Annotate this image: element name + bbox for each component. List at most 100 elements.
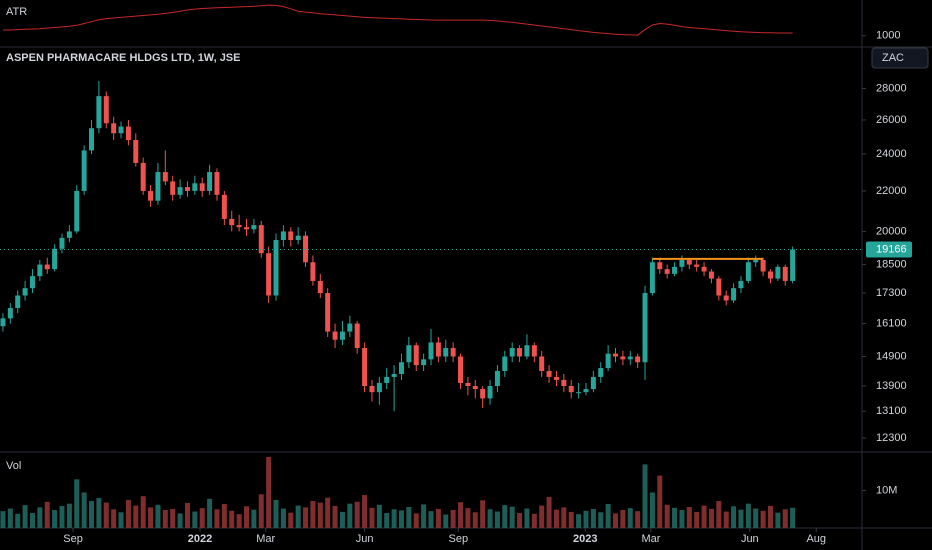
- candle-body: [686, 259, 692, 265]
- candle-body: [221, 194, 227, 219]
- volume-bar: [738, 509, 744, 528]
- candle-body: [162, 172, 168, 182]
- volume-bar: [753, 508, 759, 528]
- candle-body: [531, 345, 537, 357]
- volume-bar: [81, 492, 87, 528]
- x-tick-label: Jun: [356, 533, 374, 545]
- candle-body: [642, 293, 648, 363]
- volume-bar: [177, 513, 183, 528]
- volume-bar: [435, 508, 441, 528]
- y-tick-label: 18500: [876, 258, 907, 270]
- volume-bar: [539, 505, 545, 528]
- volume-bar: [243, 506, 249, 528]
- candle-body: [184, 187, 190, 191]
- candle-body: [384, 376, 390, 383]
- candle-body: [52, 248, 58, 270]
- volume-bar: [679, 510, 685, 528]
- candle-body: [635, 356, 641, 363]
- volume-bar: [465, 508, 471, 528]
- y-tick-label: 24000: [876, 148, 907, 160]
- candle-body: [487, 386, 493, 399]
- vol-label: Vol: [6, 460, 21, 472]
- candle-body: [450, 348, 456, 357]
- y-tick-label: 26000: [876, 114, 907, 126]
- volume-bar: [443, 514, 449, 528]
- volume-bar: [627, 508, 633, 528]
- volume-bar: [590, 508, 596, 528]
- y-tick-label: 14900: [876, 350, 907, 362]
- candle-body: [494, 370, 500, 387]
- volume-bar: [767, 505, 773, 528]
- y-tick-label: 16100: [876, 317, 907, 329]
- candle-body: [517, 348, 523, 357]
- volume-bar: [280, 508, 286, 528]
- candle-body: [0, 318, 6, 327]
- candle-body: [280, 231, 286, 241]
- volume-bar: [251, 509, 257, 528]
- candle-body: [598, 368, 604, 377]
- candle-body: [376, 382, 382, 393]
- candle-body: [170, 181, 176, 195]
- volume-bar: [7, 508, 13, 528]
- volume-bar: [339, 511, 345, 528]
- x-tick-label: Aug: [806, 533, 826, 545]
- volume-bar: [642, 464, 648, 528]
- volume-bar: [66, 503, 72, 528]
- volume-bar: [723, 511, 729, 528]
- x-tick-label: 2022: [188, 533, 212, 545]
- candle-body: [664, 269, 670, 274]
- candle-body: [767, 271, 773, 279]
- candle-body: [708, 271, 714, 279]
- candle-body: [553, 376, 559, 380]
- candle-body: [29, 276, 35, 289]
- volume-bar: [89, 501, 95, 528]
- volume-bar: [74, 479, 80, 528]
- volume-bar: [15, 513, 21, 528]
- volume-bar: [553, 509, 559, 528]
- candle-body: [66, 231, 72, 238]
- volume-bar: [635, 511, 641, 528]
- x-tick-label: Sep: [449, 533, 469, 545]
- candle-body: [443, 348, 449, 357]
- candle-body: [790, 249, 796, 281]
- currency-label[interactable]: ZAC: [882, 52, 904, 64]
- candle-body: [273, 240, 279, 296]
- volume-bar: [672, 507, 678, 528]
- candle-body: [524, 345, 530, 357]
- candle-body: [694, 264, 700, 267]
- volume-bar: [664, 504, 670, 528]
- volume-bar: [546, 496, 552, 528]
- candle-body: [583, 389, 589, 393]
- volume-bar: [649, 492, 655, 528]
- volume-bar: [494, 511, 500, 528]
- volume-bar: [118, 512, 124, 528]
- currency-box[interactable]: [871, 47, 929, 69]
- volume-bar: [362, 495, 368, 528]
- volume-bar: [207, 498, 213, 528]
- candle-body: [458, 356, 464, 383]
- volume-bar: [229, 510, 235, 528]
- candle-body: [207, 172, 213, 191]
- volume-bar: [199, 508, 205, 528]
- candle-body: [568, 386, 574, 393]
- volume-bar: [22, 505, 28, 528]
- volume-bar: [52, 510, 58, 528]
- candle-body: [125, 126, 131, 141]
- candle-body: [465, 382, 471, 387]
- volume-bar: [398, 510, 404, 528]
- volume-bar: [125, 499, 131, 528]
- candle-body: [251, 225, 257, 230]
- candle-body: [760, 259, 766, 272]
- candle-body: [81, 150, 87, 191]
- candle-body: [199, 183, 205, 191]
- candle-body: [502, 356, 508, 371]
- volume-bar: [517, 513, 523, 528]
- candle-body: [310, 262, 316, 281]
- volume-bar: [44, 501, 50, 528]
- volume-bar: [376, 504, 382, 528]
- volume-bar: [288, 512, 294, 528]
- candle-body: [716, 278, 722, 296]
- x-tick-label: Sep: [63, 533, 83, 545]
- volume-bar: [502, 505, 508, 528]
